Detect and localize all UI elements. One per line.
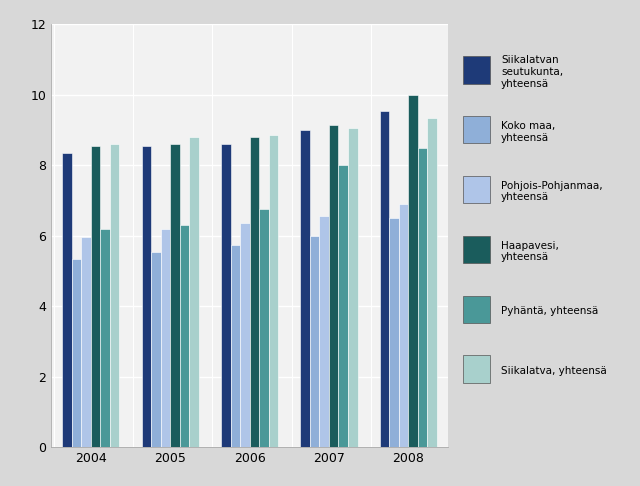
Bar <box>62 153 72 447</box>
Bar <box>141 146 151 447</box>
Bar <box>151 252 161 447</box>
Bar <box>259 209 269 447</box>
Text: Haapavesi,
yhteensä: Haapavesi, yhteensä <box>501 241 559 262</box>
Bar <box>189 137 199 447</box>
FancyBboxPatch shape <box>463 176 490 203</box>
Text: Pohjois-Pohjanmaa,
yhteensä: Pohjois-Pohjanmaa, yhteensä <box>501 181 603 202</box>
Text: Siikalatvan
seutukunta,
yhteensä: Siikalatvan seutukunta, yhteensä <box>501 55 563 88</box>
Bar <box>110 144 120 447</box>
Bar <box>399 204 408 447</box>
Bar <box>72 259 81 447</box>
Bar <box>161 229 170 447</box>
Bar <box>319 216 329 447</box>
Bar <box>310 236 319 447</box>
Bar <box>221 144 230 447</box>
Bar <box>300 130 310 447</box>
Bar <box>418 148 428 447</box>
FancyBboxPatch shape <box>463 56 490 84</box>
Bar <box>170 144 180 447</box>
Bar <box>240 224 250 447</box>
Bar <box>389 218 399 447</box>
Bar <box>329 125 339 447</box>
Bar <box>230 244 240 447</box>
FancyBboxPatch shape <box>463 295 490 323</box>
Text: Siikalatva, yhteensä: Siikalatva, yhteensä <box>501 366 607 376</box>
Text: Koko maa,
yhteensä: Koko maa, yhteensä <box>501 121 556 142</box>
Bar <box>380 111 389 447</box>
Bar <box>81 238 91 447</box>
Bar <box>348 128 358 447</box>
Bar <box>269 135 278 447</box>
Bar <box>250 137 259 447</box>
Bar <box>339 165 348 447</box>
Bar <box>91 146 100 447</box>
Bar <box>100 229 110 447</box>
FancyBboxPatch shape <box>463 116 490 143</box>
FancyBboxPatch shape <box>463 236 490 263</box>
Bar <box>408 95 418 447</box>
Bar <box>180 225 189 447</box>
Bar <box>428 118 437 447</box>
FancyBboxPatch shape <box>463 355 490 382</box>
Text: Pyhäntä, yhteensä: Pyhäntä, yhteensä <box>501 306 598 316</box>
